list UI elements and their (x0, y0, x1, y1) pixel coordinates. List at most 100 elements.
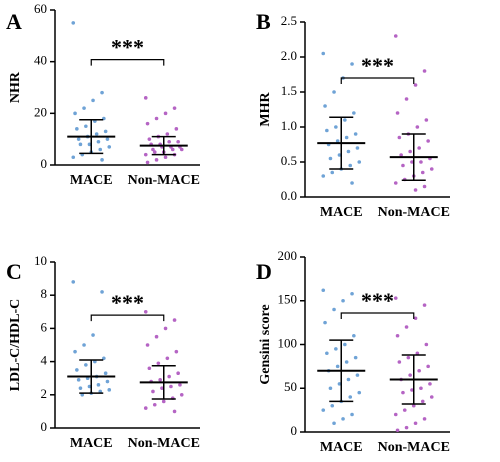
data-point (176, 371, 180, 376)
data-point (143, 96, 148, 100)
data-point (328, 386, 333, 391)
data-point (410, 160, 414, 164)
data-point (321, 174, 326, 178)
data-point (154, 158, 159, 162)
y-tick-label: 50 (284, 379, 297, 394)
data-point (91, 333, 95, 337)
data-point (332, 90, 336, 94)
data-point (335, 139, 340, 143)
data-point (167, 139, 171, 144)
x-tick-label: MACE (70, 173, 113, 188)
data-point (408, 373, 412, 377)
data-point (93, 359, 97, 364)
y-axis-label: Gensini score (258, 304, 273, 384)
data-point (343, 118, 347, 122)
data-point (82, 106, 86, 110)
data-point (174, 349, 179, 354)
data-point (337, 382, 342, 386)
data-point (145, 121, 150, 126)
data-point (71, 280, 76, 284)
data-point (103, 371, 108, 376)
data-point (346, 377, 351, 382)
data-point (94, 132, 99, 136)
data-point (344, 135, 349, 140)
y-axis-label: NHR (8, 71, 23, 103)
data-point (71, 21, 76, 25)
y-tick-label: 0 (41, 419, 48, 434)
data-point (71, 155, 76, 160)
data-point (353, 132, 358, 136)
panel-label: B (256, 9, 271, 34)
data-point (357, 160, 362, 164)
data-point (76, 137, 81, 141)
data-point (397, 360, 402, 364)
data-point (321, 408, 326, 412)
data-point (78, 386, 83, 390)
data-point (424, 342, 429, 347)
data-point (397, 135, 402, 140)
data-point (105, 137, 110, 141)
data-point (91, 98, 95, 103)
data-point (169, 384, 173, 389)
data-point (172, 409, 177, 414)
data-point (147, 137, 152, 141)
panel-label: C (6, 259, 22, 284)
x-tick-label: Non-MACE (378, 440, 450, 455)
data-point (163, 111, 168, 116)
data-point (163, 155, 168, 160)
data-point (350, 412, 354, 417)
data-point (151, 389, 155, 394)
data-point (348, 395, 353, 399)
data-point (334, 347, 338, 351)
y-tick-label: 1.0 (281, 118, 297, 133)
data-point (352, 111, 356, 115)
data-point (419, 160, 423, 164)
data-point (350, 62, 354, 66)
significance: *** (361, 288, 394, 313)
data-point (179, 393, 184, 397)
data-point (80, 393, 85, 397)
data-point (98, 147, 103, 152)
y-tick-label: 10 (34, 253, 47, 268)
x-tick-label: Non-MACE (128, 436, 200, 451)
data-point (143, 152, 148, 157)
y-axis-label: LDL-C/HDL-C (8, 299, 23, 392)
data-point (75, 127, 79, 131)
data-point (105, 379, 110, 384)
data-point (163, 326, 168, 331)
significance-bracket (340, 312, 415, 319)
data-point (332, 307, 336, 312)
data-point (395, 333, 400, 338)
data-point (419, 386, 423, 391)
data-point (353, 355, 358, 360)
data-point (167, 374, 171, 379)
data-point (145, 343, 150, 347)
data-point (152, 402, 157, 407)
data-point (404, 425, 409, 430)
data-point (147, 366, 152, 371)
data-point (82, 343, 86, 347)
x-tick-label: Non-MACE (378, 205, 450, 220)
y-tick-label: 40 (34, 53, 47, 68)
data-point (330, 170, 335, 175)
data-point (172, 318, 177, 322)
data-point (337, 153, 342, 157)
y-tick-label: 8 (41, 286, 48, 301)
data-point (325, 351, 329, 356)
data-point (334, 125, 338, 129)
panel-label: A (6, 9, 22, 34)
data-point (84, 124, 88, 129)
data-point (355, 146, 360, 150)
data-point (404, 325, 409, 329)
significance-bracket (340, 77, 415, 84)
data-point (325, 128, 329, 133)
data-point (393, 34, 398, 38)
significance-bracket (90, 59, 165, 66)
y-tick-label: 0 (291, 423, 298, 438)
data-point (413, 421, 418, 426)
data-point (332, 421, 336, 426)
data-point (160, 386, 164, 390)
data-point (84, 363, 88, 367)
data-point (323, 320, 327, 325)
